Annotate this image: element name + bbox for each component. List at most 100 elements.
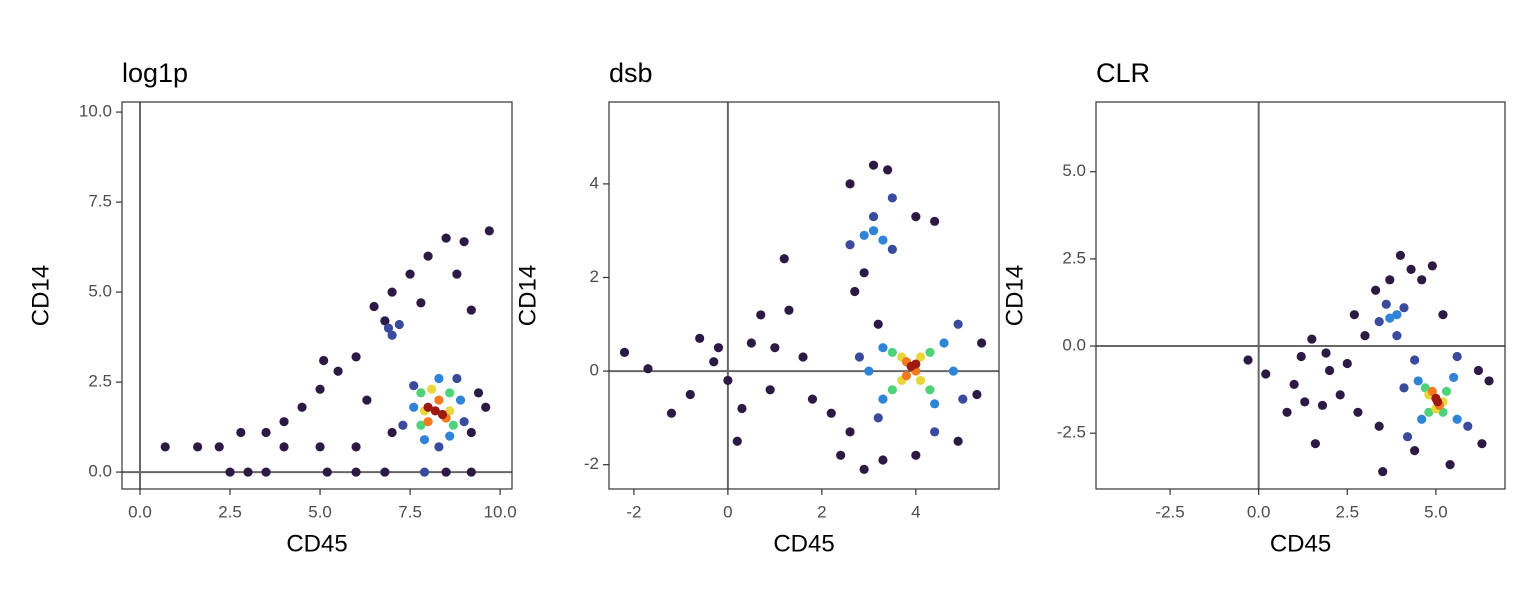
y-tick-label: 10.0 xyxy=(79,102,112,121)
point xyxy=(160,442,170,452)
point xyxy=(713,343,724,353)
point xyxy=(836,450,846,460)
point xyxy=(297,402,307,412)
point xyxy=(445,406,455,416)
point xyxy=(878,455,888,465)
point xyxy=(859,464,869,474)
point xyxy=(1445,459,1455,470)
point xyxy=(1484,376,1494,386)
point xyxy=(1374,317,1384,327)
x-tick-label: 10.0 xyxy=(484,502,517,521)
point xyxy=(1399,383,1409,393)
point xyxy=(466,467,476,477)
point xyxy=(419,435,430,445)
point xyxy=(405,269,415,279)
point xyxy=(1296,351,1306,362)
point xyxy=(925,347,935,357)
x-tick-label: 0.0 xyxy=(1247,502,1271,521)
point xyxy=(709,357,719,367)
point xyxy=(1282,407,1292,417)
x-tick-label: 0.0 xyxy=(128,502,152,521)
x-tick-label: 2.5 xyxy=(218,502,242,521)
point xyxy=(845,240,855,250)
point xyxy=(394,319,404,330)
point xyxy=(261,467,271,477)
point xyxy=(1307,334,1317,344)
point xyxy=(1310,439,1320,449)
point xyxy=(1371,285,1381,295)
point xyxy=(868,212,879,222)
point xyxy=(434,442,444,452)
y-axis-label: CD14 xyxy=(514,265,541,326)
point xyxy=(770,343,780,353)
point xyxy=(387,330,397,340)
y-tick-label: -2.5 xyxy=(1057,423,1086,442)
point xyxy=(322,467,332,477)
point xyxy=(854,352,865,362)
point xyxy=(387,427,397,438)
point xyxy=(434,373,444,384)
point xyxy=(427,384,437,394)
y-tick-label: 4 xyxy=(590,173,599,192)
point xyxy=(416,388,426,398)
point xyxy=(953,436,963,446)
point xyxy=(1392,330,1402,341)
point xyxy=(473,388,484,398)
point xyxy=(279,417,289,427)
point xyxy=(948,366,959,376)
point xyxy=(915,352,926,362)
point xyxy=(977,338,987,348)
point xyxy=(887,244,897,255)
panel-title: dsb xyxy=(609,58,653,88)
point xyxy=(1410,446,1420,456)
x-tick-label: 2.5 xyxy=(1335,502,1359,521)
point xyxy=(1433,397,1443,407)
point xyxy=(779,254,789,264)
x-tick-label: -2.5 xyxy=(1155,502,1184,521)
plot-border xyxy=(608,101,1000,490)
point xyxy=(319,355,329,366)
point xyxy=(398,420,408,430)
point xyxy=(911,450,921,460)
point xyxy=(351,352,361,362)
point xyxy=(939,338,949,348)
point xyxy=(1417,275,1427,285)
point xyxy=(1374,421,1384,431)
point xyxy=(430,406,440,416)
point xyxy=(434,395,444,405)
point xyxy=(1477,439,1487,449)
point xyxy=(873,319,883,329)
point xyxy=(214,442,224,452)
point xyxy=(466,305,476,315)
point xyxy=(878,235,888,245)
point xyxy=(619,347,630,357)
point xyxy=(466,427,476,438)
x-axis-label: CD45 xyxy=(286,530,347,557)
point xyxy=(369,301,379,312)
point xyxy=(409,402,419,412)
point xyxy=(1420,383,1430,393)
point xyxy=(1449,372,1459,383)
point xyxy=(737,403,747,414)
point xyxy=(1452,414,1462,424)
x-tick-label: 7.5 xyxy=(398,502,422,521)
point xyxy=(1335,390,1345,400)
point xyxy=(1385,313,1395,323)
point xyxy=(445,431,455,441)
point xyxy=(925,385,935,395)
point xyxy=(481,402,491,412)
point xyxy=(437,409,448,420)
point xyxy=(695,333,705,343)
point xyxy=(261,427,271,438)
point xyxy=(1243,355,1253,365)
point xyxy=(911,359,921,369)
point xyxy=(972,389,982,400)
y-tick-label: 5.0 xyxy=(1062,161,1086,180)
point xyxy=(1353,407,1363,417)
y-tick-label: 5.0 xyxy=(88,282,112,301)
point xyxy=(1406,264,1416,274)
point xyxy=(845,179,855,189)
plot-border xyxy=(1095,101,1506,490)
y-tick-label: 2.5 xyxy=(88,372,112,391)
